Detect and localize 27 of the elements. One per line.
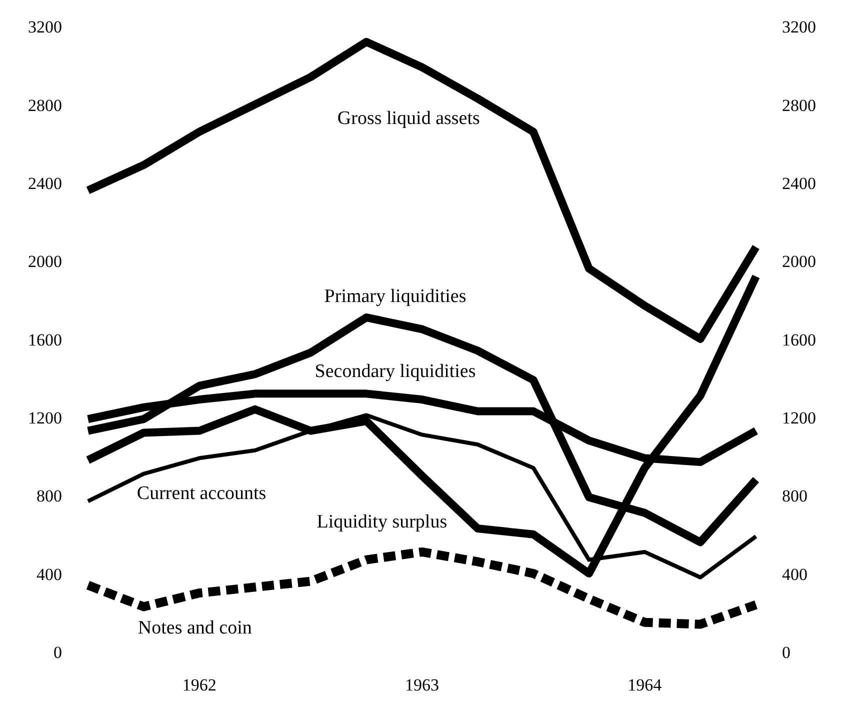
x-tick-label: 1963 [405,675,439,694]
y-tick-label: 400 [36,564,62,584]
y2-tick-label: 1200 [782,408,816,428]
y-tick-label: 3200 [28,18,62,37]
y-tick-label: 800 [36,486,62,506]
x-tick-label: 1962 [182,675,216,694]
y2-tick-label: 3200 [782,18,816,37]
y2-tick-label: 2800 [782,96,816,115]
y-tick-label: 2000 [28,252,62,272]
y-tick-label: 0 [54,643,62,662]
y2-tick-label: 2400 [782,174,816,194]
y2-tick-label: 800 [782,486,808,506]
y2-tick-label: 400 [782,564,808,584]
series-label: Primary liquidities [324,286,466,308]
y2-tick-label: 0 [782,643,790,662]
x-tick-label: 1964 [628,675,662,694]
y-tick-label: 2800 [28,96,62,115]
series-label: Secondary liquidities [314,361,476,382]
series-label: Gross liquid assets [337,108,480,129]
y-tick-label: 2400 [28,174,62,194]
y2-tick-label: 1600 [782,330,816,350]
y-tick-label: 1600 [28,330,62,350]
y2-tick-label: 2000 [782,252,816,272]
series-label: Liquidity surplus [316,511,448,532]
series-label: Notes and coin [138,618,252,639]
y-tick-label: 1200 [28,408,62,428]
series-label: Current accounts [136,483,266,504]
